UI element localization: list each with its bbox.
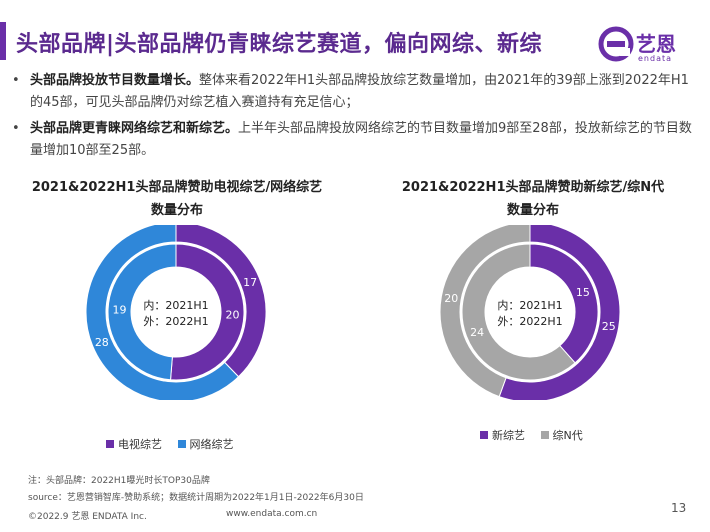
bullet-text: 整体来看2022年H1头部品牌投放综艺数量增加，由2021年的39部上涨到202… — [30, 73, 689, 110]
logo-subtitle: endata — [638, 54, 673, 63]
legend-item: 综N代 — [540, 427, 583, 443]
inner-ring-value-label: 15 — [576, 286, 590, 299]
legend-swatch — [106, 440, 114, 448]
bullet-heading: 头部品牌更青睐网络综艺和新综艺。 — [30, 121, 239, 136]
outer-ring-value-label: 25 — [602, 320, 616, 333]
legend-swatch — [480, 431, 488, 439]
inner-ring-slice-1 — [461, 243, 576, 381]
website-link[interactable]: www.endata.com.cn — [226, 509, 318, 519]
outer-ring-slice-1 — [439, 225, 531, 398]
inner-ring-value-label: 19 — [113, 304, 127, 317]
donut-center-label: 内：2021H1 — [497, 298, 562, 312]
outer-ring-value-label: 28 — [95, 336, 109, 349]
bullet-list: • 头部品牌投放节目数量增长。整体来看2022年H1头部品牌投放综艺数量增加，由… — [12, 70, 692, 166]
bullet-dot: • — [12, 121, 20, 136]
legend-swatch — [540, 431, 549, 439]
chart-title-tv-online: 2021&2022H1头部品牌赞助电视综艺/网络综艺 数量分布 — [22, 176, 332, 222]
chart-title-line: 2021&2022H1头部品牌赞助新综艺/综N代 — [401, 180, 665, 195]
logo-icon — [598, 26, 634, 62]
title-accent-bar — [0, 22, 6, 60]
inner-ring-slice-1 — [107, 243, 177, 381]
donut-center-label: 外：2022H1 — [497, 315, 562, 328]
inner-ring-value-label: 20 — [225, 308, 239, 321]
legend-label: 网络综艺 — [189, 438, 234, 451]
source-note: source：艺恩营销智库-赞助系统；数据统计周期为2022年1月1日-2022… — [28, 493, 364, 503]
page-title: 头部品牌|头部品牌仍青睐综艺赛道，偏向网综、新综 — [16, 32, 543, 57]
outer-ring-value-label: 20 — [444, 292, 458, 305]
chart-legend: 新综艺 综N代 — [480, 427, 595, 443]
chart-title-line: 数量分布 — [506, 203, 559, 218]
donut-center-label: 外：2022H1 — [143, 315, 208, 328]
legend-swatch — [177, 440, 186, 448]
chart-title-line: 数量分布 — [150, 203, 203, 218]
inner-ring-value-label: 24 — [470, 326, 484, 339]
logo-name: 艺恩 — [636, 32, 676, 56]
bullet-dot: • — [12, 73, 20, 88]
bullet-text: 上半年头部品牌投放网络综艺的节目数量增加9部至28部，投放新综艺的节目数量增加1… — [30, 121, 692, 158]
chart-title-new-sequel: 2021&2022H1头部品牌赞助新综艺/综N代 数量分布 — [378, 176, 688, 222]
chart-legend: 电视综艺 网络综艺 — [106, 436, 246, 452]
page-number: 13 — [671, 501, 687, 515]
outer-ring-value-label: 17 — [243, 276, 257, 289]
legend-label: 电视综艺 — [118, 438, 162, 451]
legend-item: 新综艺 — [480, 427, 525, 443]
brand-logo: 艺恩 endata — [598, 26, 698, 64]
legend-item: 电视综艺 — [106, 436, 162, 452]
inner-ring-slice-0 — [169, 243, 245, 381]
legend-label: 新综艺 — [492, 429, 525, 442]
legend-label: 综N代 — [552, 429, 583, 442]
bullet-item: • 头部品牌投放节目数量增长。整体来看2022年H1头部品牌投放综艺数量增加，由… — [12, 70, 692, 114]
outer-ring-slice-1 — [85, 225, 240, 400]
footnote: 注：头部品牌：2022H1曝光时长TOP30品牌 — [28, 476, 210, 486]
bullet-heading: 头部品牌投放节目数量增长。 — [30, 73, 200, 88]
donut-chart-tv-online: 17 28 20 19 内：2021H1 外：2022H1 — [85, 225, 267, 400]
chart-title-line: 2021&2022H1头部品牌赞助电视综艺/网络综艺 — [31, 180, 323, 195]
bullet-item: • 头部品牌更青睐网络综艺和新综艺。上半年头部品牌投放网络综艺的节目数量增加9部… — [12, 118, 692, 162]
copyright: ©2022.9 艺恩 ENDATA Inc. — [28, 512, 147, 522]
donut-center-label: 内：2021H1 — [143, 298, 208, 312]
donut-chart-new-sequel: 25 20 15 24 内：2021H1 外：2022H1 — [439, 225, 621, 400]
legend-item: 网络综艺 — [177, 436, 234, 452]
